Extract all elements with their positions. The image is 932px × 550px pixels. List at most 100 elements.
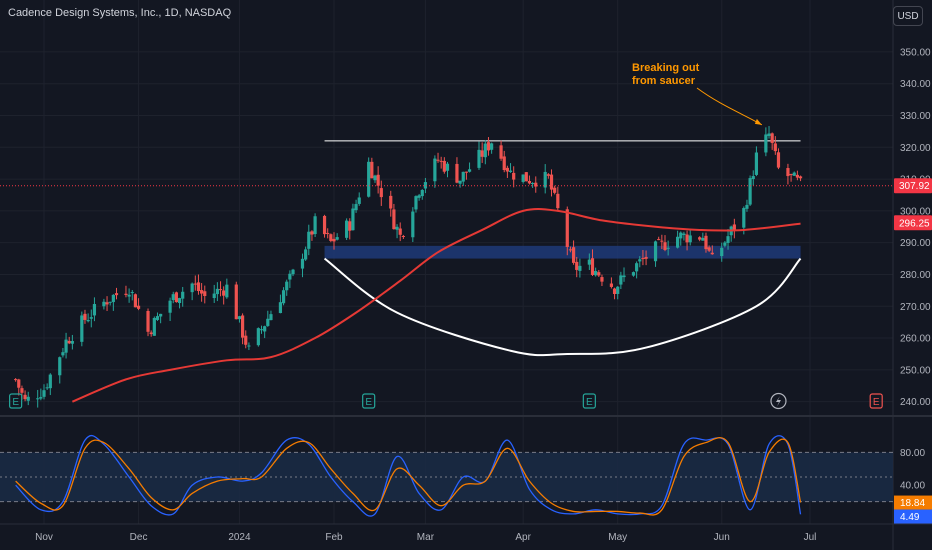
candle-body — [307, 231, 311, 249]
stoch-tick-label: 40.00 — [900, 481, 925, 492]
candle-body — [726, 236, 730, 243]
candle-body — [420, 190, 424, 197]
time-tick-label: Jul — [804, 532, 817, 543]
time-tick-label: Nov — [35, 532, 53, 543]
candle-body — [480, 150, 484, 157]
stoch-k-line — [15, 434, 802, 517]
candle-body — [310, 231, 314, 235]
candle-body — [67, 340, 71, 344]
candle-body — [171, 294, 175, 301]
candle-body — [108, 301, 112, 303]
candle-body — [83, 313, 87, 320]
candle-body — [20, 388, 24, 393]
candle-body — [436, 159, 440, 161]
candle-body — [58, 357, 62, 376]
candle-body — [304, 249, 308, 260]
candle-body — [370, 161, 374, 179]
candle-body — [622, 275, 626, 278]
candle-body — [398, 228, 402, 235]
candle-body — [288, 273, 292, 280]
saucer-curve — [323, 257, 802, 357]
stoch-tick-label: 80.00 — [900, 448, 925, 459]
candle-body — [770, 133, 774, 143]
candle-body — [222, 290, 226, 296]
candle-body — [597, 272, 601, 276]
time-tick-label: Mar — [417, 532, 435, 543]
dividend-marker — [770, 392, 787, 410]
candle-body — [423, 182, 428, 189]
candle-body — [326, 232, 330, 234]
candle-body — [389, 195, 393, 209]
candle-body — [177, 298, 182, 304]
candle-body — [789, 174, 793, 176]
candle-body — [149, 332, 153, 335]
candle-body — [685, 234, 689, 243]
candle-body — [14, 379, 18, 381]
price-tick-label: 280.00 — [900, 270, 931, 281]
time-tick-label: Dec — [130, 532, 148, 543]
candle-body — [764, 134, 768, 153]
candle-body — [676, 236, 680, 248]
currency-button[interactable]: USD — [893, 6, 923, 26]
candle-body — [616, 286, 620, 294]
candle-body — [701, 237, 705, 241]
candle-body — [638, 259, 642, 262]
candle-body — [411, 211, 415, 238]
stoch-d-badge-bg — [894, 495, 932, 510]
time-tick-label: May — [608, 532, 627, 543]
earnings-marker — [9, 393, 23, 409]
candle-body — [720, 247, 724, 257]
candle-body — [653, 241, 658, 262]
candle-body — [133, 294, 138, 308]
candle-body — [105, 302, 109, 305]
candle-body — [127, 294, 131, 297]
support-zone — [324, 245, 801, 259]
stoch-d-line — [15, 436, 802, 516]
candle-body — [553, 187, 557, 193]
candle-body — [351, 208, 355, 231]
candle-body — [657, 239, 661, 241]
price-tick-label: 260.00 — [900, 334, 931, 345]
candle-body — [414, 196, 418, 210]
candle-body — [751, 176, 755, 180]
candle-body — [193, 283, 197, 285]
candle-body — [348, 221, 352, 231]
candle-body — [543, 171, 547, 188]
candle-body — [218, 289, 223, 291]
candle-body — [663, 242, 667, 250]
candle-body — [455, 163, 459, 183]
moving-average-badge: 296.25 — [899, 218, 930, 229]
candle-body — [155, 316, 160, 320]
candle-body — [776, 152, 781, 168]
candle-body — [70, 341, 74, 344]
annotation-line-2: from saucer — [632, 75, 696, 87]
candle-body — [745, 204, 749, 209]
candle-body — [17, 379, 21, 388]
candle-body — [159, 313, 163, 317]
candle-body — [61, 352, 65, 356]
candle-body — [486, 142, 491, 151]
candle-body — [237, 316, 242, 320]
candles — [14, 126, 803, 408]
candle-body — [742, 208, 746, 228]
candle-body — [417, 195, 421, 198]
price-tick-label: 270.00 — [900, 302, 931, 313]
candle-body — [534, 182, 538, 187]
price-tick-label: 250.00 — [900, 365, 931, 376]
candle-body — [278, 302, 283, 314]
candle-body — [48, 374, 52, 389]
candle-body — [92, 304, 97, 316]
candle-body — [688, 235, 692, 243]
candle-body — [631, 272, 636, 276]
candle-body — [798, 176, 803, 179]
candle-body — [502, 156, 506, 171]
candle-body — [499, 145, 503, 159]
moving-average-badge-bg — [894, 215, 932, 231]
candle-body — [644, 256, 648, 259]
candle-body — [767, 133, 771, 136]
candle-body — [266, 318, 270, 326]
time-tick-label: Apr — [515, 532, 531, 543]
stoch-d-badge: 18.84 — [900, 498, 925, 509]
candle-body — [240, 315, 245, 338]
